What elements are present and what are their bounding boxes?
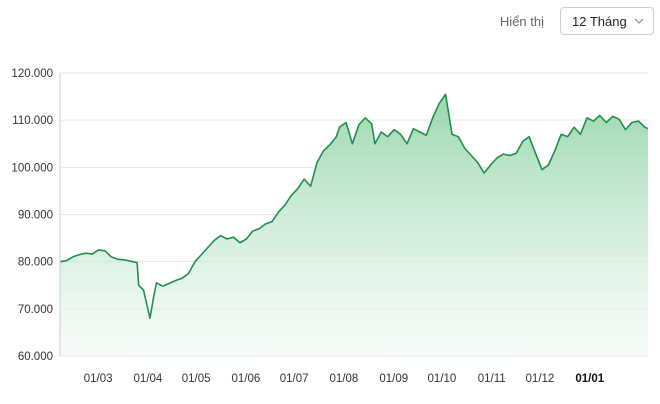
toolbar: Hiển thị 12 Tháng xyxy=(500,6,654,36)
x-tick-label: 01/01 xyxy=(575,373,604,385)
x-axis: 01/03 01/04 01/05 01/06 01/07 01/08 01/09 01/10… xyxy=(84,373,605,385)
x-tick-label: 01/04 xyxy=(134,373,163,385)
range-select-value: 12 Tháng xyxy=(572,13,627,29)
x-tick-label: 01/03 xyxy=(84,373,113,385)
y-tick-label: 90.000 xyxy=(18,210,53,222)
y-tick-label: 80.000 xyxy=(18,257,53,269)
price-line xyxy=(59,93,649,320)
x-tick-label: 01/10 xyxy=(428,373,457,385)
y-tick-label: 100.000 xyxy=(11,162,53,174)
price-area xyxy=(60,94,648,356)
y-tick-label: 60.000 xyxy=(18,351,53,363)
x-tick-label: 01/06 xyxy=(232,373,261,385)
x-tick-label: 01/05 xyxy=(182,373,211,385)
y-tick-label: 110.000 xyxy=(12,115,53,127)
range-label: Hiển thị xyxy=(499,13,544,29)
x-tick-label: 01/11 xyxy=(478,373,506,385)
y-tick-label: 70.000 xyxy=(18,304,53,316)
y-tick-label: 120.000 xyxy=(11,68,53,80)
x-tick-label: 01/08 xyxy=(330,373,359,385)
x-tick-label: 01/09 xyxy=(379,373,408,385)
chevron-down-icon xyxy=(634,18,644,24)
x-tick-label: 01/07 xyxy=(280,373,309,385)
y-axis: 60.000 70.000 80.000 90.000 100.000 110.000 12… xyxy=(11,68,53,363)
range-select[interactable]: 12 Tháng xyxy=(560,7,654,35)
x-tick-label: 01/12 xyxy=(526,373,555,385)
